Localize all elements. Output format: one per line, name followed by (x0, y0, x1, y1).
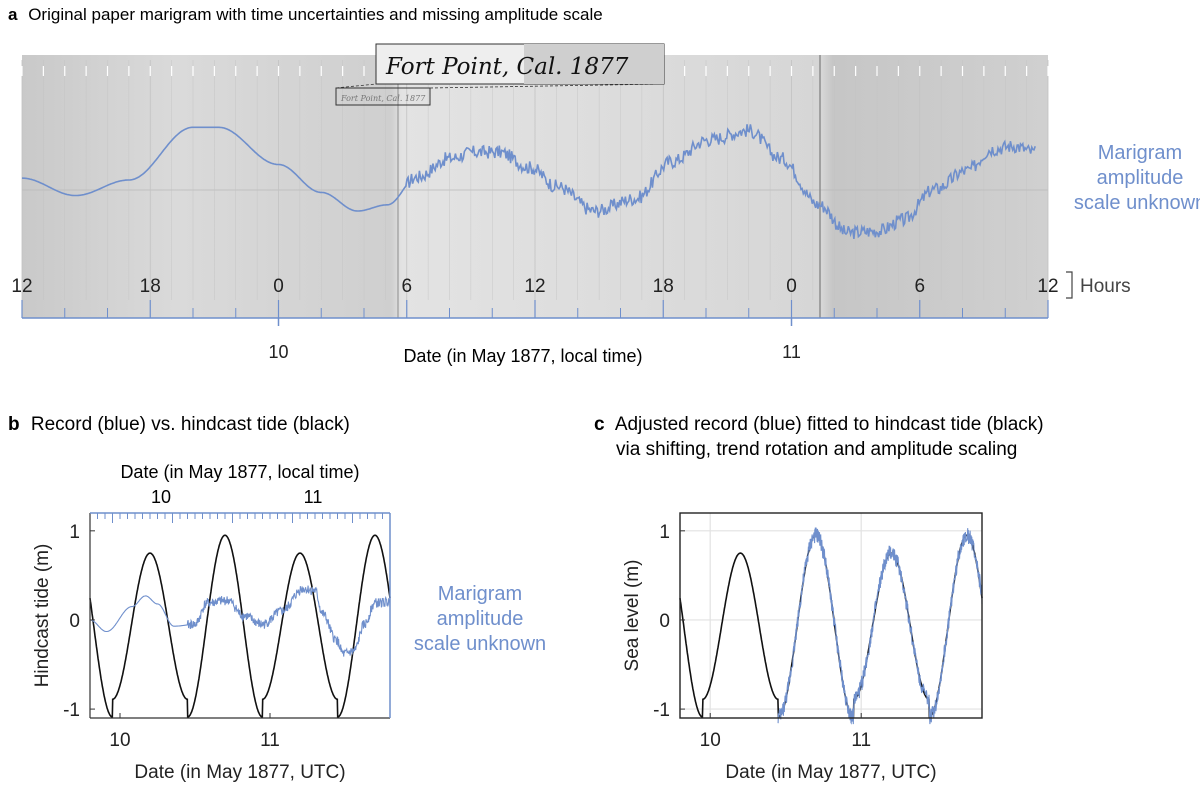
inset-source-text: Fort Point, Cal. 1877 (340, 94, 426, 103)
record-line (90, 585, 391, 657)
panel-a-letter: a (8, 5, 18, 24)
hour-tick-label: 0 (786, 276, 797, 297)
inset-zoom-text: Fort Point, Cal. 1877 (385, 54, 629, 80)
panel-a-title-text: Original paper marigram with time uncert… (28, 5, 602, 24)
panel-a-hour-ticks: 12 18 0 6 12 18 0 6 12 (11, 276, 1059, 318)
y-tick-label: -1 (653, 700, 670, 721)
x-tick-label: 11 (260, 730, 280, 751)
hour-tick-label: 12 (1037, 276, 1058, 297)
x-tick-label: 10 (700, 730, 721, 751)
y-tick-label: 1 (69, 522, 80, 543)
panel-a-record-line (21, 124, 1036, 239)
y-axis-label: Hindcast tide (m) (32, 544, 53, 688)
panel-c-title: c Adjusted record (blue) fitted to hindc… (594, 414, 1044, 435)
panel-b-side-label-2: amplitude (437, 608, 524, 630)
y-tick-label: 0 (659, 611, 670, 632)
hour-tick-label: 6 (401, 276, 412, 297)
hour-tick-label: 12 (11, 276, 32, 297)
panel-b-plot: -1 0 1 10 11 Date (in May 1877, UTC) Hindcast … (32, 512, 391, 783)
panel-a-date-ticks: 10 11 (268, 318, 801, 362)
panel-a-title: a Original paper marigram with time unce… (8, 5, 603, 24)
inset-connector-right (429, 83, 665, 89)
paper-rules (21, 60, 1049, 300)
plot-frame (679, 512, 983, 719)
hour-tick-label: 18 (140, 276, 161, 297)
date-tick-label: 10 (268, 342, 288, 362)
hindcast-line (679, 534, 983, 719)
panel-a-side-label-3: scale unknown (1074, 192, 1200, 214)
inset-label-group: Fort Point, Cal. 1877 Fort Point, Cal. 1… (335, 43, 665, 106)
inset-connector-left (335, 83, 377, 89)
inset-source-box (335, 87, 431, 106)
panel-b-letter: b (8, 414, 20, 435)
panel-b-top-tick-11: 11 (304, 487, 323, 507)
marigram-paper (21, 55, 1049, 318)
x-axis-label: Date (in May 1877, UTC) (725, 762, 936, 783)
panel-b-top-xlabel: Date (in May 1877, local time) (120, 462, 359, 482)
record-line (777, 527, 983, 725)
y-tick-label: 1 (659, 522, 670, 543)
panel-a-side-label-1: Marigram (1098, 142, 1182, 164)
hours-label: Hours (1080, 276, 1131, 297)
hindcast-line (89, 534, 391, 719)
y-axis-label: Sea level (m) (622, 560, 643, 672)
date-tick-label: 11 (782, 342, 801, 362)
panel-b-side-label-3: scale unknown (414, 633, 546, 655)
hour-tick-label: 12 (524, 276, 545, 297)
panel-b-side-label-1: Marigram (438, 583, 522, 605)
inset-zoom-shade (524, 44, 664, 84)
panel-b-top-tick-10: 10 (151, 487, 171, 507)
x-tick-label: 10 (109, 730, 130, 751)
hour-tick-label: 18 (653, 276, 674, 297)
x-axis-label: Date (in May 1877, UTC) (134, 762, 345, 783)
hour-tick-label: 0 (273, 276, 284, 297)
panel-a-minor-ticks (64, 308, 1006, 318)
panel-b-title-text: Record (blue) vs. hindcast tide (black) (31, 414, 350, 435)
y-tick-label: -1 (63, 700, 80, 721)
panel-c-letter: c (594, 414, 605, 435)
panel-c-title-line-2: via shifting, trend rotation and amplitu… (616, 439, 1017, 460)
panel-b-top-axis (89, 513, 391, 523)
x-tick-label: 11 (851, 730, 871, 751)
panel-a-side-label-2: amplitude (1097, 167, 1184, 189)
y-tick-label: 0 (69, 611, 80, 632)
panel-a-xlabel: Date (in May 1877, local time) (403, 346, 642, 366)
panel-c-plot: -1 0 1 10 11 Date (in May 1877, UTC) Sea level… (622, 512, 983, 783)
hours-bracket (1066, 271, 1073, 299)
panel-b-title: b Record (blue) vs. hindcast tide (black… (8, 414, 350, 435)
panel-c-title-line-1: Adjusted record (blue) fitted to hindcas… (615, 414, 1044, 435)
hour-tick-label: 6 (914, 276, 925, 297)
